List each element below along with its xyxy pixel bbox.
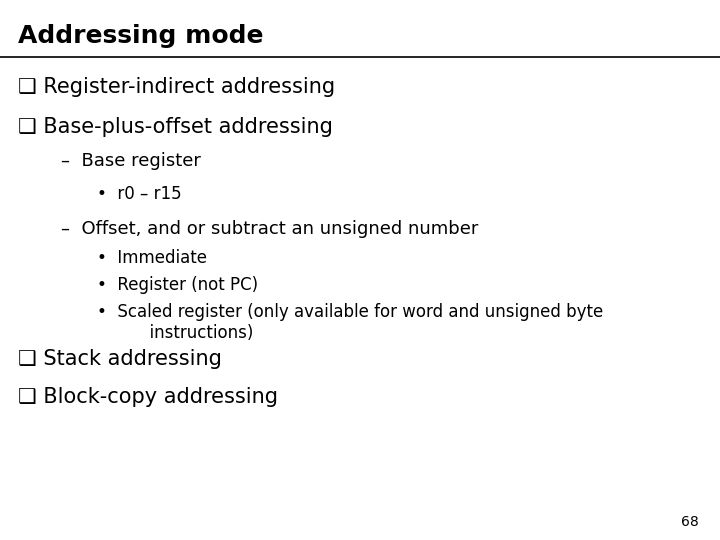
Text: ❑ Register-indirect addressing: ❑ Register-indirect addressing [18, 77, 335, 97]
Text: ❑ Block-copy addressing: ❑ Block-copy addressing [18, 387, 278, 407]
Text: –  Base register: – Base register [61, 152, 201, 170]
Text: ❑ Stack addressing: ❑ Stack addressing [18, 349, 222, 369]
Text: •  Scaled register (only available for word and unsigned byte
          instruct: • Scaled register (only available for wo… [97, 303, 603, 342]
Text: ❑ Base-plus-offset addressing: ❑ Base-plus-offset addressing [18, 117, 333, 137]
Text: •  r0 – r15: • r0 – r15 [97, 185, 182, 202]
Text: •  Immediate: • Immediate [97, 249, 207, 267]
Text: 68: 68 [680, 515, 698, 529]
Text: Addressing mode: Addressing mode [18, 24, 264, 48]
Text: •  Register (not PC): • Register (not PC) [97, 276, 258, 294]
Text: –  Offset, and or subtract an unsigned number: – Offset, and or subtract an unsigned nu… [61, 220, 479, 238]
